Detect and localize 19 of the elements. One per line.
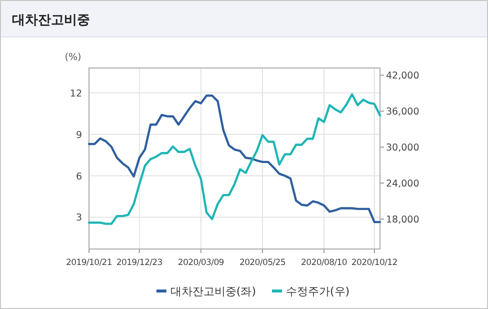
y-tick-label: 12 [70, 88, 82, 100]
y2-tick-label: 24,000 [386, 178, 420, 190]
x-tick-label: 2019/10/21 [66, 258, 112, 268]
y-tick-label: 6 [76, 171, 82, 182]
y2-tick-label: 36,000 [386, 106, 420, 118]
x-tick-label: 2020/03/09 [178, 258, 224, 268]
legend-label: 수정주가(우) [286, 285, 350, 298]
y2-tick-label: 18,000 [386, 214, 420, 226]
y-tick-label: 9 [76, 130, 82, 141]
y2-tick-label: 42,000 [386, 70, 420, 82]
y-tick-label: 3 [76, 212, 82, 224]
y2-tick-label: 30,000 [386, 142, 420, 154]
x-tick-label: 2020/10/12 [351, 258, 398, 268]
x-tick-label: 2019/12/23 [116, 258, 162, 268]
legend-label: 대차잔고비중(좌) [170, 285, 256, 298]
y-axis-title: (%) [64, 52, 82, 63]
chart-title: 대차잔고비중 [12, 13, 90, 28]
x-tick-label: 2020/05/25 [239, 258, 286, 268]
x-tick-label: 2020/08/10 [301, 258, 348, 268]
